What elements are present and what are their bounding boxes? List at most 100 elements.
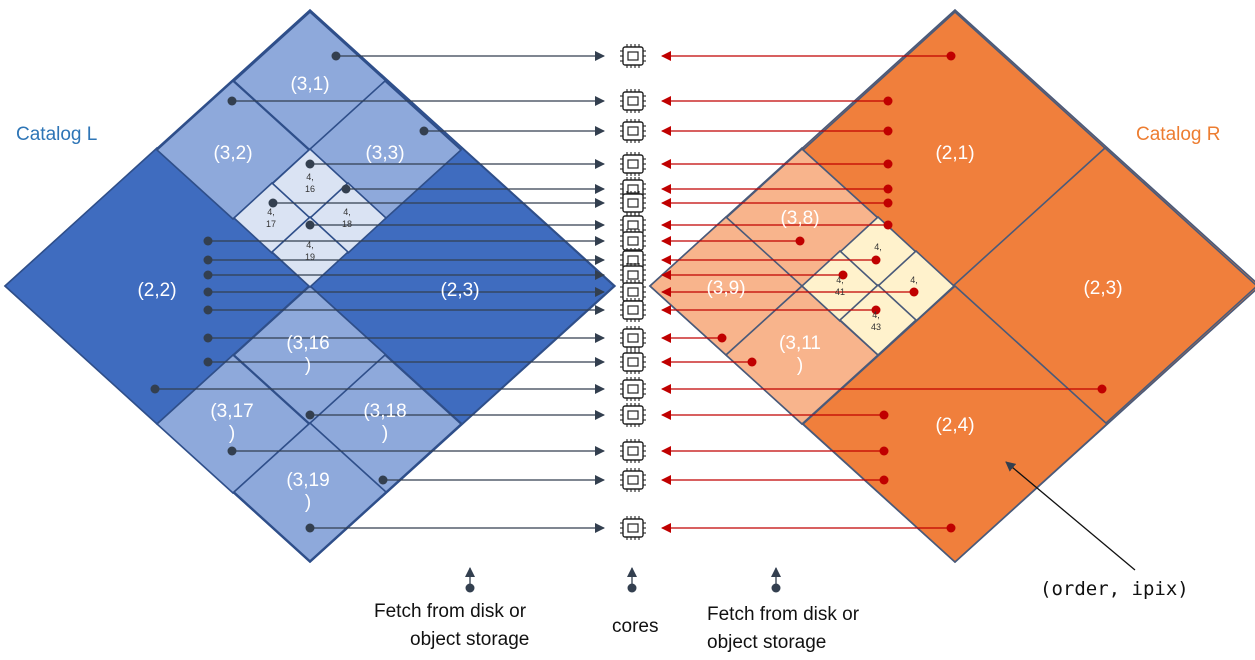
catalog-r-cell-label: 41 — [835, 287, 845, 297]
catalog-l-cell-label: (2,3) — [440, 280, 479, 301]
cpu-chip-icon — [620, 89, 646, 113]
right-cell-dot — [883, 198, 893, 208]
right-cell-dot — [1097, 384, 1107, 394]
left-cell-dot — [227, 96, 237, 106]
left-cell-dot — [305, 523, 315, 533]
right-cell-dot — [879, 475, 889, 485]
catalog-r-cells — [648, 8, 1255, 564]
catalog-l-cell-label: ) — [305, 355, 311, 376]
catalog-r-cell-label: (3,8) — [780, 208, 819, 229]
cpu-chip-icon — [620, 377, 646, 401]
right-cell-dot — [909, 287, 919, 297]
cpu-chip-icon — [620, 516, 646, 540]
left-cell-dot — [305, 220, 315, 230]
left-cell-dot — [378, 475, 388, 485]
left-cell-dot — [203, 270, 213, 280]
catalog-l-cell-8 — [232, 421, 388, 563]
order-ipix-annotation: (order, ipix) — [1040, 578, 1189, 600]
catalog-l-cell-label: 4, — [343, 207, 351, 217]
core-chips — [620, 44, 646, 540]
left-cell-dot — [305, 159, 315, 169]
catalog-l-cell-label: ) — [382, 423, 388, 444]
left-cell-dot — [203, 287, 213, 297]
cell-labels: (2,2) (2,3)(3,1)(3,2) (3,3)(3,16)(3,17)(3,… — [137, 74, 1122, 513]
catalog-r-cell-label: (2,3) — [1083, 278, 1122, 299]
catalog-r-cell-label: (3,11 — [779, 333, 821, 354]
right-cell-dot — [871, 305, 881, 315]
cpu-chip-icon — [620, 350, 646, 374]
catalog-l-cell-label: 16 — [305, 184, 315, 194]
right-cell-dot — [747, 357, 757, 367]
right-caption-line-2: object storage — [707, 632, 826, 653]
right-cell-dot — [946, 523, 956, 533]
fetch-arrows — [150, 51, 1107, 533]
catalog-r-cell-label: (2,1) — [935, 143, 974, 164]
catalog-l-cell-label: ) — [229, 423, 235, 444]
cpu-chip-icon — [620, 191, 646, 215]
right-caption-line-1: Fetch from disk or — [707, 604, 860, 625]
catalog-r-cell-label: 4, — [872, 310, 880, 320]
cpu-chip-icon — [620, 229, 646, 253]
catalog-l-cell-label: 4, — [306, 172, 314, 182]
cpu-chip-icon — [620, 403, 646, 427]
left-cell-dot — [305, 410, 315, 420]
catalog-l-cell-label: (3,17 — [210, 401, 253, 422]
left-cell-dot — [203, 333, 213, 343]
cores-caption: cores — [612, 616, 658, 637]
left-caption-line-2: object storage — [410, 629, 529, 650]
right-cell-dot — [879, 446, 889, 456]
left-caption-line-1: Fetch from disk or — [374, 601, 527, 622]
left-cell-dot — [203, 305, 213, 315]
cpu-chip-icon — [620, 439, 646, 463]
catalog-l-cell-label: (3,3) — [365, 143, 404, 164]
cpu-chip-icon — [620, 119, 646, 143]
catalog-r-cell-label: 4, — [836, 275, 844, 285]
right-cell-dot — [871, 255, 881, 265]
catalog-l-cell-label: 17 — [266, 219, 276, 229]
caption-pointer-dot — [771, 583, 781, 593]
captions: Fetch from disk or object storage cores … — [374, 578, 1189, 653]
caption-pointer-dot — [627, 583, 637, 593]
caption-pointer-dot — [465, 583, 475, 593]
cpu-chip-icon — [620, 44, 646, 68]
catalog-r-cell-label: 4, — [874, 242, 882, 252]
right-cell-dot — [838, 270, 848, 280]
right-cell-dot — [883, 126, 893, 136]
left-cell-dot — [203, 236, 213, 246]
catalog-l-cell-label: (2,2) — [137, 280, 176, 301]
catalog-r-cell-label: (3,9) — [706, 278, 745, 299]
cpu-chip-icon — [620, 152, 646, 176]
right-cell-dot — [879, 410, 889, 420]
left-cell-dot — [203, 255, 213, 265]
cpu-chip-icon — [620, 248, 646, 272]
left-cell-dot — [150, 384, 160, 394]
catalog-l-cell-label: 4, — [306, 240, 314, 250]
catalog-l-cell-label: 19 — [305, 252, 315, 262]
catalog-l-cell-label: 4, — [267, 207, 275, 217]
left-cell-dot — [331, 51, 341, 61]
catalog-l-cell-label: 18 — [342, 219, 352, 229]
annotation-arrow — [1005, 461, 1136, 571]
catalog-l-cell-12 — [270, 215, 350, 289]
catalog-l-cell-label: (3,1) — [290, 74, 329, 95]
catalog-l-title: Catalog L — [16, 124, 97, 145]
catalog-r-cell-label: 43 — [871, 322, 881, 332]
catalog-l-cell-label: (3,16 — [286, 333, 329, 354]
right-cell-dot — [883, 220, 893, 230]
catalog-r-cell-label: (2,4) — [935, 415, 974, 436]
cpu-chip-icon — [620, 468, 646, 492]
catalog-r-cell-label: 4, — [910, 275, 918, 285]
pointer-markers — [465, 461, 1136, 593]
right-cell-dot — [883, 184, 893, 194]
cpu-chip-icon — [620, 298, 646, 322]
catalog-l-cell-label: ) — [305, 492, 311, 513]
catalog-r-cell-label: ) — [797, 355, 803, 376]
catalog-l-cell-label: (3,2) — [213, 143, 252, 164]
left-cell-dot — [419, 126, 429, 136]
catalog-l-cell-label: (3,18 — [363, 401, 406, 422]
left-cell-dot — [341, 184, 351, 194]
left-cell-dot — [268, 198, 278, 208]
catalog-r-title: Catalog R — [1136, 124, 1221, 145]
right-cell-dot — [795, 236, 805, 246]
